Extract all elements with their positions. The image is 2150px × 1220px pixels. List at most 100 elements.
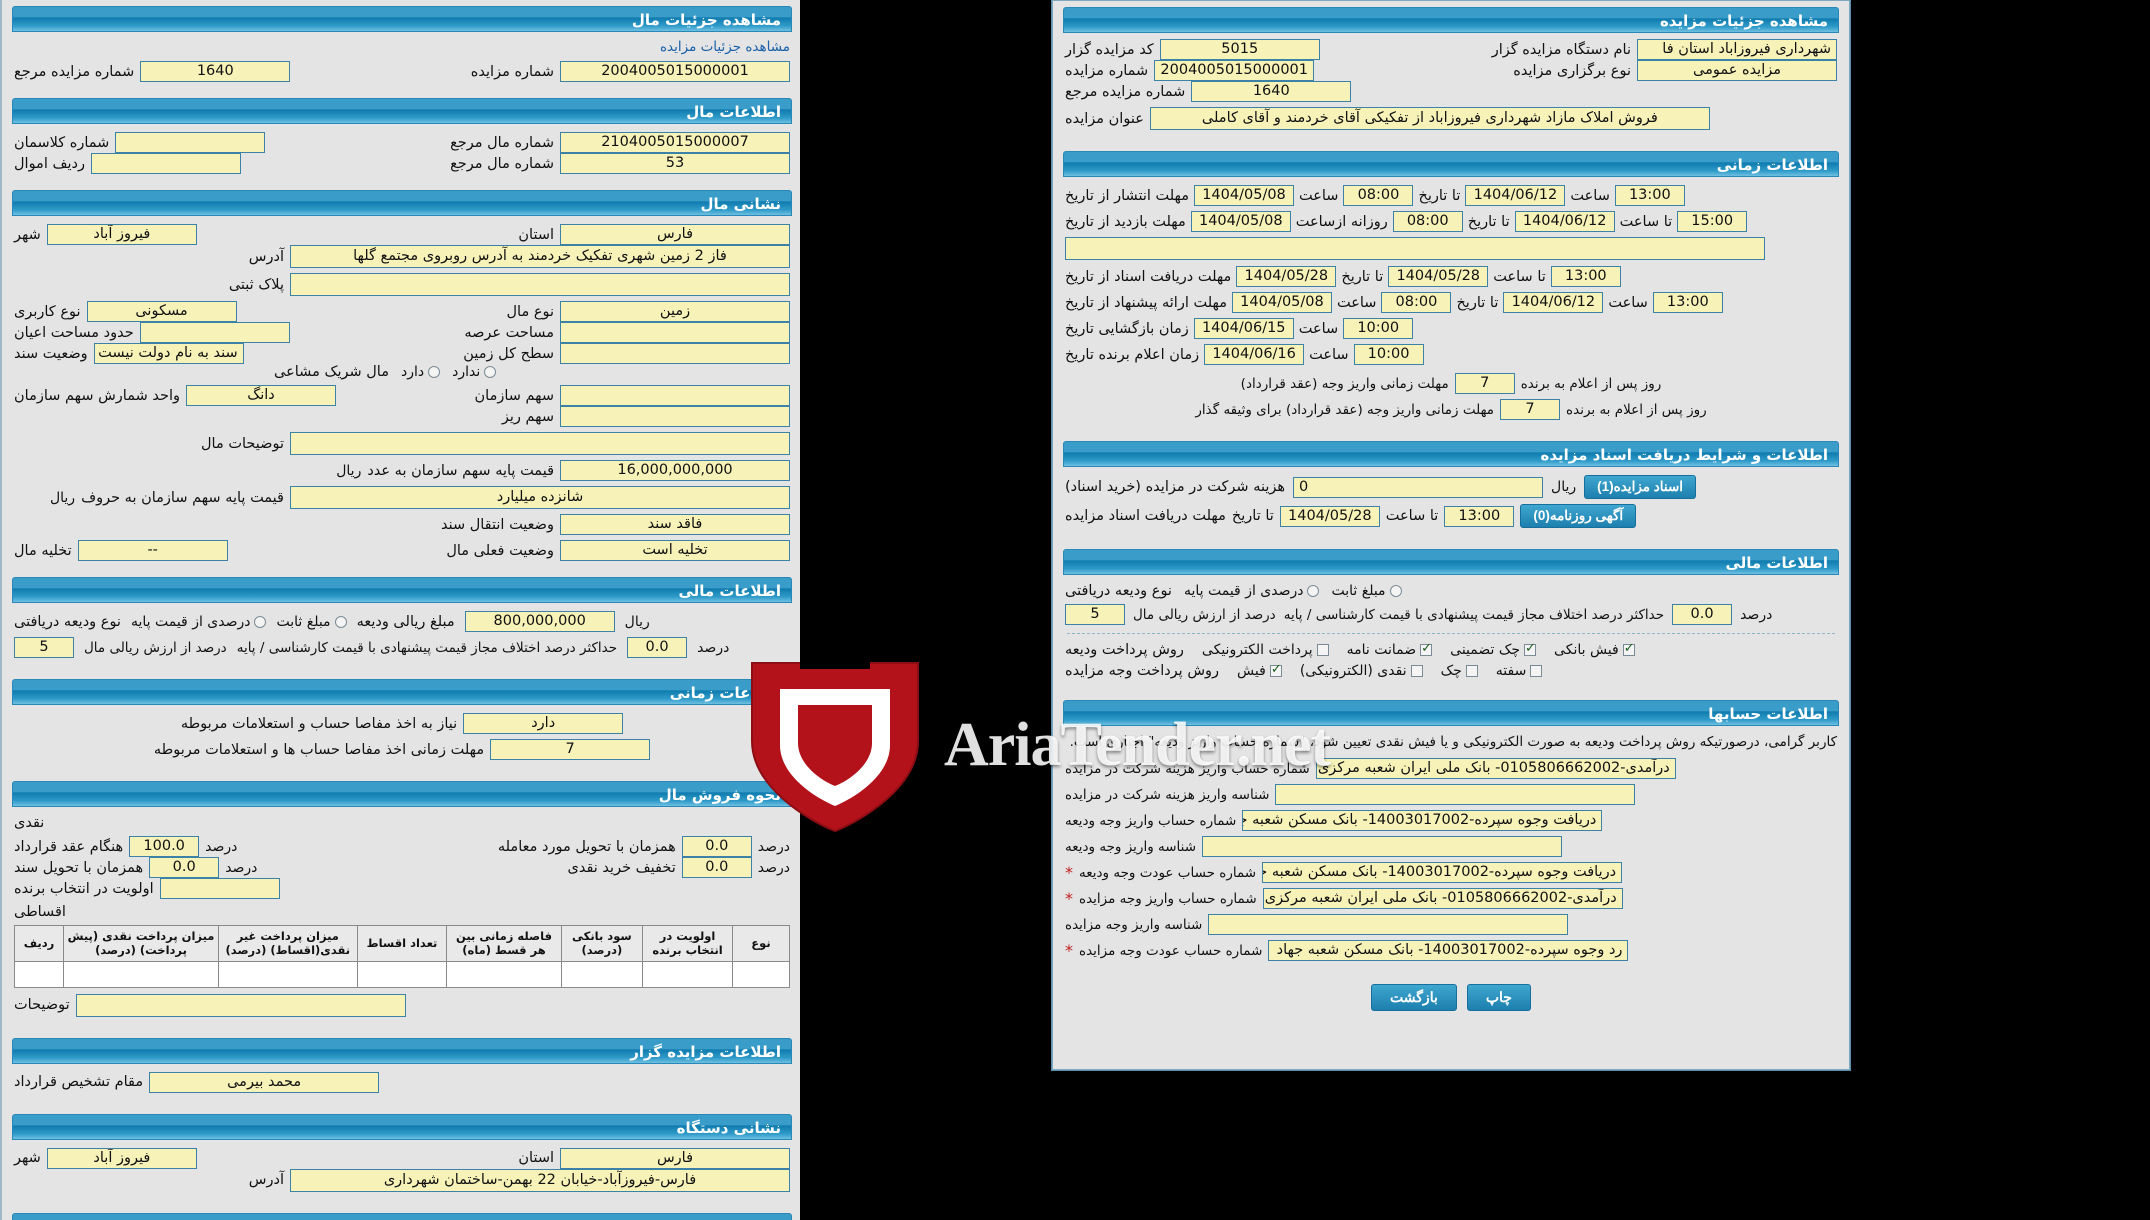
- field-postal-plate[interactable]: [290, 273, 790, 296]
- field-classman-number[interactable]: [115, 132, 266, 153]
- field-discount-percent[interactable]: 0.0: [681, 857, 752, 878]
- field-max-diff-percent[interactable]: 0.0: [627, 637, 688, 658]
- field-opening-date[interactable]: 1404/06/15: [1193, 318, 1294, 339]
- checkbox-auction-pay-promissory[interactable]: سفته: [1496, 663, 1543, 679]
- field-reference-auction-number[interactable]: 1640: [140, 61, 291, 82]
- field-visit-to-date[interactable]: 1404/06/12: [1514, 211, 1615, 232]
- field-ayan-area[interactable]: [139, 322, 290, 343]
- field-account-participation-id[interactable]: [1275, 784, 1636, 806]
- field-account-deposit-refund[interactable]: دریافت وجوه سپرده-14003017002- بانک مسکن…: [1262, 862, 1623, 884]
- field-assets-row[interactable]: [90, 153, 241, 174]
- field-right-percent-of-value[interactable]: 5: [1065, 604, 1125, 625]
- field-percent-of-value[interactable]: 5: [14, 637, 74, 658]
- field-property-reference-number[interactable]: 2104005015000007: [560, 132, 790, 153]
- newspaper-notice-button[interactable]: آگهی روزنامه(0): [1520, 504, 1637, 528]
- field-auction-number[interactable]: 2004005015000001: [560, 61, 790, 82]
- field-receive-from-date[interactable]: 1404/05/28: [1236, 266, 1337, 287]
- radio-right-percent-of-base[interactable]: درصدی از قیمت پایه: [1184, 583, 1320, 599]
- field-base-price-words[interactable]: شانزده میلیارد: [290, 486, 790, 509]
- field-province[interactable]: فارس: [560, 224, 790, 245]
- radio-shared-none[interactable]: ندارد: [452, 364, 497, 380]
- field-submit-from-date[interactable]: 1404/05/08: [1231, 292, 1332, 313]
- field-publish-from-date[interactable]: 1404/05/08: [1194, 185, 1294, 206]
- radio-shared-has[interactable]: دارد: [401, 364, 441, 380]
- field-transfer-status[interactable]: فاقد سند: [560, 514, 790, 535]
- field-document-status[interactable]: سند به نام دولت نیست: [93, 343, 244, 364]
- field-announce-time[interactable]: 10:00: [1353, 344, 1424, 365]
- field-publish-from-time[interactable]: 08:00: [1343, 185, 1414, 206]
- field-agency-province[interactable]: فارس: [560, 1147, 790, 1169]
- field-evacuation[interactable]: --: [77, 540, 228, 561]
- field-current-status[interactable]: تخلیه است: [560, 540, 790, 561]
- field-deposit-deadline[interactable]: 7: [1454, 373, 1515, 394]
- field-account-participation-fee[interactable]: درآمدی-0105806662002- بانک ملی ایران شعب…: [1315, 758, 1676, 780]
- field-docs-deadline-date[interactable]: 1404/05/28: [1279, 505, 1380, 527]
- field-address[interactable]: فاز 2 زمین شهری تفکیک خردمند به آدرس روب…: [290, 245, 790, 268]
- field-docs-deadline-time[interactable]: 13:00: [1444, 505, 1515, 527]
- field-account-deposit-id[interactable]: [1202, 836, 1563, 858]
- field-submit-to-date[interactable]: 1404/06/12: [1503, 292, 1604, 313]
- field-property-row-reference[interactable]: 53: [560, 153, 790, 174]
- field-auction-method[interactable]: مزایده عمومی: [1637, 60, 1837, 81]
- field-org-share[interactable]: [560, 385, 790, 406]
- field-contract-officer[interactable]: محمد بیرمی: [149, 1071, 380, 1093]
- field-city[interactable]: فیروز آباد: [46, 224, 197, 245]
- field-sale-notes[interactable]: [75, 993, 406, 1017]
- field-delivery-percent[interactable]: 0.0: [681, 836, 752, 857]
- checkbox-pay-bank-receipt[interactable]: فیش بانکی: [1554, 641, 1635, 658]
- checkbox-pay-guarantee-check[interactable]: چک تضمینی: [1450, 641, 1537, 658]
- field-notary-deadline[interactable]: 7: [1500, 399, 1561, 420]
- link-view-auction-details[interactable]: مشاهده جزئیات مزایده: [659, 39, 790, 55]
- field-participation-fee[interactable]: 0: [1293, 476, 1544, 498]
- field-doc-percent[interactable]: 0.0: [149, 857, 220, 878]
- field-account-auction-id[interactable]: [1208, 914, 1569, 936]
- field-share-unit[interactable]: دانگ: [185, 385, 336, 406]
- left-page-scroll-area[interactable]: مشاهده جزئیات مال مشاهده جزئیات مزایده 2…: [2, 0, 800, 1220]
- radio-fixed-amount[interactable]: مبلغ ثابت: [276, 614, 347, 630]
- print-button-right[interactable]: چاپ: [1466, 984, 1531, 1012]
- field-clearance-deadline[interactable]: 7: [490, 739, 651, 760]
- field-auctioneer-code[interactable]: 5015: [1159, 39, 1320, 60]
- field-auction-title[interactable]: فروش املاک مازاد شهرداری فیروزاباد از تف…: [1149, 107, 1710, 130]
- checkbox-auction-pay-receipt[interactable]: فیش: [1237, 662, 1282, 679]
- checkbox-pay-guarantee-letter[interactable]: ضمانت نامه: [1347, 641, 1433, 658]
- field-agency-city[interactable]: فیروز آباد: [46, 1147, 197, 1169]
- field-publish-to-date[interactable]: 1404/06/12: [1465, 185, 1566, 206]
- field-deposit-amount[interactable]: 800,000,000: [464, 611, 615, 632]
- field-visit-to-time[interactable]: 15:00: [1677, 211, 1748, 232]
- field-property-type[interactable]: زمین: [560, 301, 790, 322]
- field-arse-area[interactable]: [560, 322, 790, 343]
- field-time-description[interactable]: [1065, 237, 1765, 260]
- field-right-reference-number[interactable]: 1640: [1191, 81, 1352, 102]
- checkbox-auction-pay-check[interactable]: چک: [1441, 663, 1478, 679]
- table-row[interactable]: [14, 960, 791, 988]
- auction-documents-button[interactable]: اسناد مزایده(1): [1584, 475, 1697, 499]
- field-visit-from-time[interactable]: 08:00: [1392, 211, 1463, 232]
- radio-percent-of-base[interactable]: درصدی از قیمت پایه: [131, 614, 267, 630]
- field-receive-to-date[interactable]: 1404/05/28: [1388, 266, 1489, 287]
- field-visit-from-date[interactable]: 1404/05/08: [1190, 211, 1291, 232]
- field-right-max-diff[interactable]: 0.0: [1672, 604, 1733, 625]
- field-receive-to-time[interactable]: 13:00: [1550, 266, 1621, 287]
- field-account-auction-refund[interactable]: رد وجوه سپرده-14003017002- بانک مسکن شعب…: [1268, 940, 1629, 962]
- field-account-deposit[interactable]: دریافت وجوه سپرده-14003017002- بانک مسکن…: [1242, 810, 1603, 832]
- field-agency-address[interactable]: فارس-فیروزآباد-خیابان 22 بهمن-ساختمان شه…: [290, 1168, 790, 1192]
- radio-right-fixed-amount[interactable]: مبلغ ثابت: [1331, 583, 1402, 599]
- field-property-description[interactable]: [290, 432, 790, 455]
- field-clearance-required[interactable]: دارد: [463, 713, 624, 734]
- field-right-auction-number[interactable]: 2004005015000001: [1154, 60, 1315, 81]
- field-total-land-area[interactable]: [560, 343, 790, 364]
- field-contract-percent[interactable]: 100.0: [129, 836, 200, 857]
- field-base-price-numeric[interactable]: 16,000,000,000: [560, 460, 790, 481]
- field-auctioneer-agency[interactable]: شهرداری فیروزاباد استان فا: [1637, 39, 1837, 60]
- back-button-right[interactable]: بازگشت: [1371, 984, 1457, 1012]
- field-opening-time[interactable]: 10:00: [1343, 318, 1414, 339]
- checkbox-pay-electronic[interactable]: پرداخت الکترونیکی: [1202, 642, 1329, 658]
- field-winner-priority[interactable]: [159, 878, 280, 899]
- field-submit-to-time[interactable]: 13:00: [1652, 292, 1723, 313]
- field-announce-date[interactable]: 1404/06/16: [1204, 344, 1305, 365]
- field-publish-to-time[interactable]: 13:00: [1614, 185, 1685, 206]
- field-usage-type[interactable]: مسکونی: [86, 301, 237, 322]
- field-account-auction-payment[interactable]: درآمدی-0105806662002- بانک ملی ایران شعب…: [1262, 888, 1623, 910]
- checkbox-auction-pay-cash-electronic[interactable]: نقدی (الکترونیکی): [1300, 663, 1423, 679]
